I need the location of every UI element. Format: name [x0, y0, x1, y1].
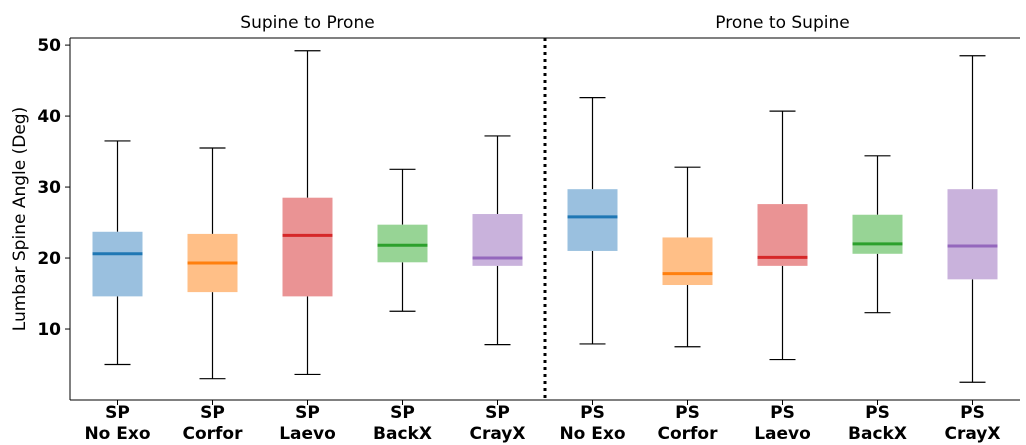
- section-title-prone-to-supine: Prone to Supine: [715, 13, 849, 33]
- box-iqr: [757, 204, 808, 266]
- box-iqr: [662, 237, 713, 286]
- x-tick-label-line1: SP: [200, 403, 225, 423]
- plot-area: [92, 50, 998, 383]
- y-tick-label: 20: [37, 249, 61, 269]
- x-tick-label-line1: SP: [485, 403, 510, 423]
- box-iqr: [852, 214, 903, 254]
- box-iqr: [567, 189, 618, 251]
- x-tick-label-line1: PS: [580, 403, 605, 423]
- box-iqr: [92, 231, 143, 297]
- x-tick-label-line2: Laevo: [279, 424, 336, 444]
- x-tick-label-line2: Laevo: [754, 424, 811, 444]
- box-2: [187, 147, 238, 380]
- section-title-supine-to-prone: Supine to Prone: [240, 13, 374, 33]
- x-tick-label-line2: Corfor: [183, 424, 244, 444]
- x-tick-label-line1: PS: [865, 403, 890, 423]
- labels: Supine to Prone Prone to Supine Lumbar S…: [10, 13, 1001, 444]
- x-tick-label-line2: No Exo: [559, 424, 625, 444]
- x-tick-label-line1: PS: [770, 403, 795, 423]
- x-tick-label-line2: Corfor: [658, 424, 719, 444]
- x-tick-label-line2: No Exo: [84, 424, 150, 444]
- x-tick-label-line2: CrayX: [470, 424, 526, 444]
- box-iqr: [377, 224, 428, 263]
- y-axis-label: Lumbar Spine Angle (Deg): [10, 107, 30, 331]
- x-tick-label-line2: BackX: [373, 424, 432, 444]
- box-6: [567, 97, 618, 345]
- x-tick-label-line2: CrayX: [945, 424, 1001, 444]
- y-tick-label: 40: [37, 107, 61, 127]
- x-tick-label-line1: PS: [960, 403, 985, 423]
- x-tick-label-line1: PS: [675, 403, 700, 423]
- axes: [65, 37, 1020, 405]
- y-tick-label: 30: [37, 178, 61, 198]
- box-8: [757, 110, 808, 361]
- box-1: [92, 140, 143, 366]
- x-tick-label-line1: SP: [390, 403, 415, 423]
- box-4: [377, 168, 428, 312]
- box-iqr: [947, 189, 998, 280]
- box-9: [852, 155, 903, 314]
- x-tick-label-line2: BackX: [848, 424, 907, 444]
- y-tick-label: 10: [37, 320, 61, 340]
- box-3: [282, 50, 333, 376]
- box-iqr: [282, 197, 333, 297]
- x-tick-label-line1: SP: [295, 403, 320, 423]
- y-tick-label: 50: [37, 36, 61, 56]
- box-10: [947, 55, 998, 383]
- box-5: [472, 135, 523, 346]
- box-7: [662, 166, 713, 348]
- x-tick-label-line1: SP: [105, 403, 130, 423]
